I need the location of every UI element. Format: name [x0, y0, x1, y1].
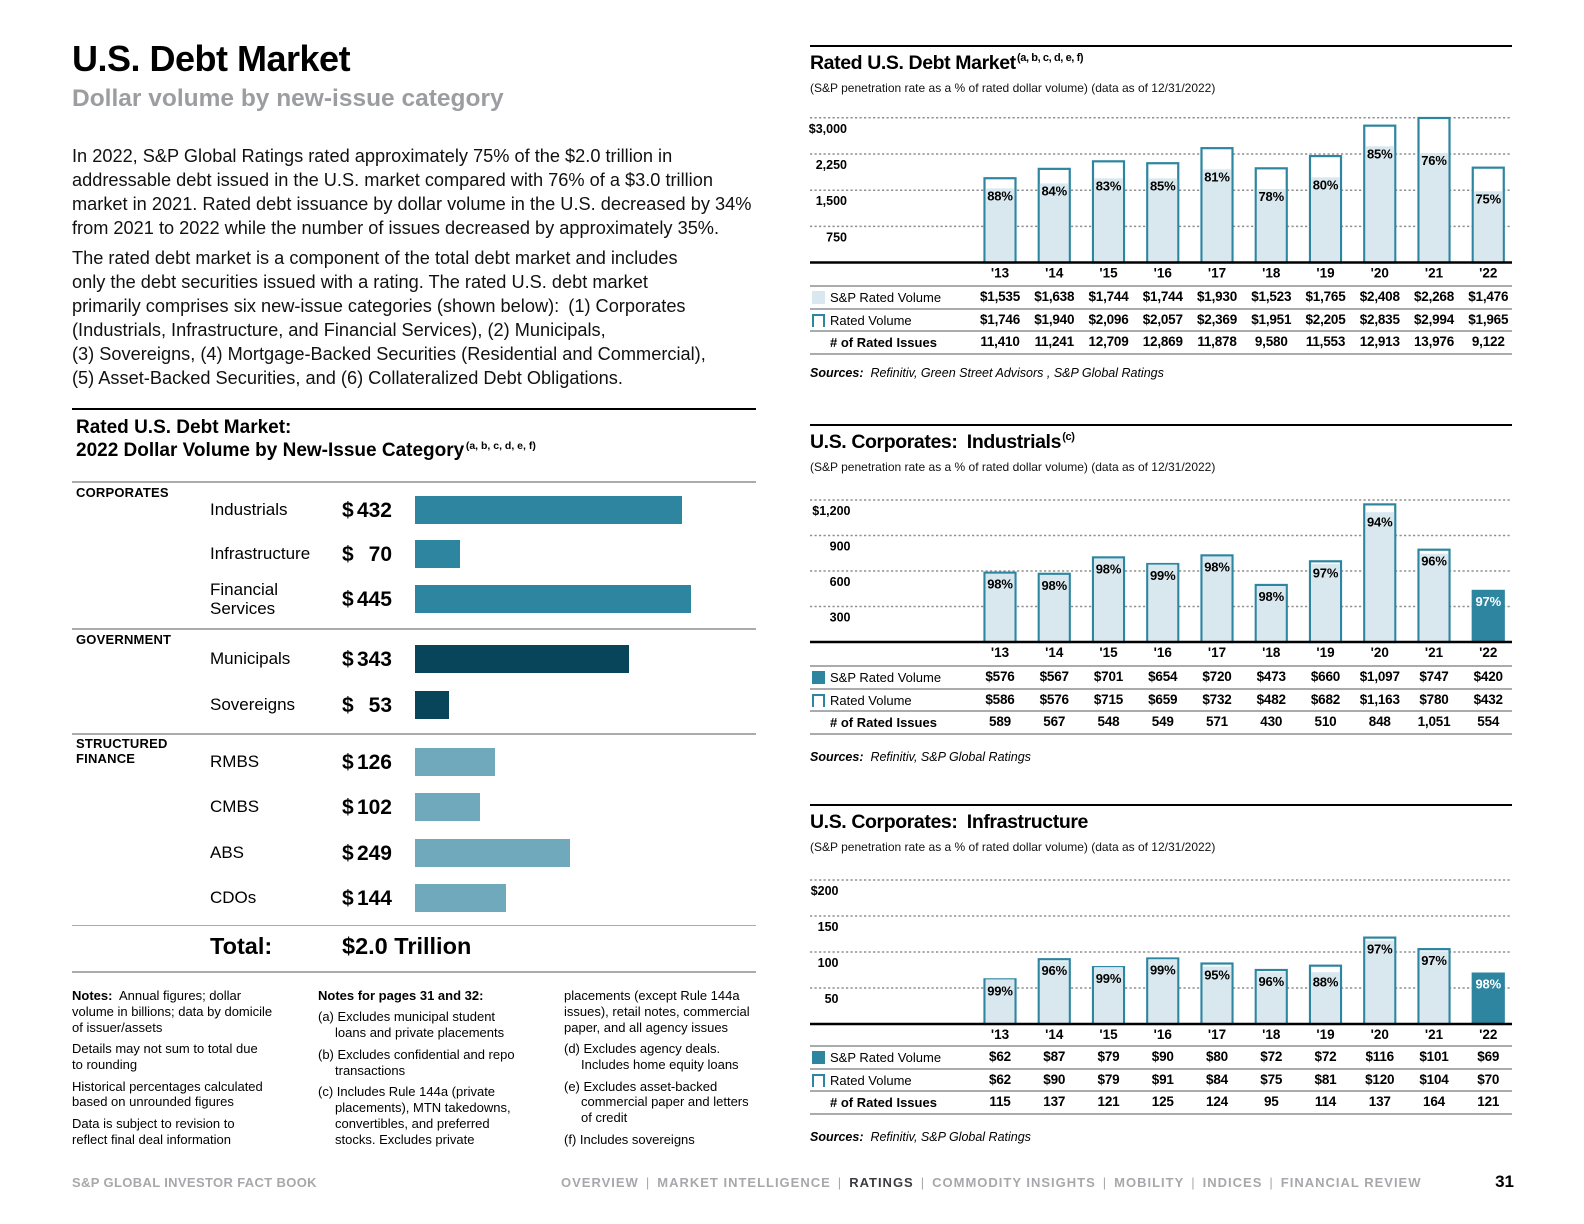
svg-text:'19: '19: [1316, 1027, 1334, 1042]
svg-text:80%: 80%: [1313, 177, 1339, 192]
svg-text:'19: '19: [1316, 266, 1334, 281]
svg-text:75%: 75%: [1476, 191, 1502, 206]
svg-text:99%: 99%: [1096, 971, 1122, 986]
svg-text:84%: 84%: [1042, 183, 1068, 198]
svg-text:96%: 96%: [1042, 963, 1068, 978]
svg-text:'13: '13: [991, 645, 1010, 660]
svg-text:98%: 98%: [1204, 559, 1230, 574]
svg-text:85%: 85%: [1367, 146, 1393, 161]
svg-text:'20: '20: [1371, 645, 1389, 660]
svg-text:'15: '15: [1099, 266, 1118, 281]
svg-text:78%: 78%: [1259, 189, 1285, 204]
svg-text:98%: 98%: [987, 577, 1013, 592]
svg-text:50: 50: [825, 992, 839, 1006]
svg-text:'16: '16: [1154, 266, 1173, 281]
svg-text:'18: '18: [1262, 1027, 1281, 1042]
svg-text:'22: '22: [1479, 266, 1497, 281]
svg-text:'22: '22: [1479, 645, 1497, 660]
svg-text:300: 300: [830, 611, 851, 625]
svg-text:98%: 98%: [1096, 561, 1122, 576]
svg-text:99%: 99%: [1150, 962, 1176, 977]
svg-text:97%: 97%: [1421, 953, 1447, 968]
svg-text:98%: 98%: [1259, 589, 1285, 604]
svg-text:$200: $200: [811, 884, 839, 898]
svg-text:'18: '18: [1262, 645, 1281, 660]
svg-text:'19: '19: [1316, 645, 1334, 660]
svg-text:600: 600: [830, 575, 851, 589]
svg-text:94%: 94%: [1367, 515, 1393, 530]
svg-text:1,500: 1,500: [816, 194, 847, 208]
svg-text:97%: 97%: [1367, 942, 1393, 957]
svg-text:99%: 99%: [1150, 568, 1176, 583]
svg-text:96%: 96%: [1259, 974, 1285, 989]
svg-text:96%: 96%: [1421, 554, 1447, 569]
svg-text:'20: '20: [1371, 266, 1389, 281]
svg-text:'14: '14: [1045, 645, 1064, 660]
svg-text:'16: '16: [1154, 1027, 1173, 1042]
svg-text:98%: 98%: [1042, 578, 1068, 593]
svg-text:'17: '17: [1208, 1027, 1226, 1042]
svg-text:900: 900: [830, 540, 851, 554]
svg-text:'15: '15: [1099, 645, 1118, 660]
svg-text:100: 100: [818, 956, 839, 970]
svg-text:'18: '18: [1262, 266, 1281, 281]
svg-text:'16: '16: [1154, 645, 1173, 660]
svg-text:'21: '21: [1425, 266, 1444, 281]
svg-text:'17: '17: [1208, 266, 1226, 281]
svg-text:750: 750: [826, 230, 847, 244]
svg-text:81%: 81%: [1204, 169, 1230, 184]
svg-text:'22: '22: [1479, 1027, 1497, 1042]
svg-text:'21: '21: [1425, 645, 1444, 660]
svg-text:'13: '13: [991, 1027, 1010, 1042]
svg-text:99%: 99%: [987, 983, 1013, 998]
svg-text:$3,000: $3,000: [809, 122, 847, 136]
svg-text:97%: 97%: [1313, 565, 1339, 580]
svg-text:97%: 97%: [1476, 594, 1502, 609]
svg-text:83%: 83%: [1096, 178, 1122, 193]
svg-text:'20: '20: [1371, 1027, 1389, 1042]
svg-text:98%: 98%: [1476, 977, 1502, 992]
svg-text:'14: '14: [1045, 1027, 1064, 1042]
svg-text:'13: '13: [991, 266, 1010, 281]
svg-text:$1,200: $1,200: [812, 504, 850, 518]
svg-text:'17: '17: [1208, 645, 1226, 660]
svg-text:2,250: 2,250: [816, 158, 847, 172]
svg-text:'15: '15: [1099, 1027, 1118, 1042]
svg-text:76%: 76%: [1421, 153, 1447, 168]
svg-text:'14: '14: [1045, 266, 1064, 281]
svg-text:88%: 88%: [1313, 975, 1339, 990]
svg-text:'21: '21: [1425, 1027, 1444, 1042]
svg-text:85%: 85%: [1150, 178, 1176, 193]
svg-text:150: 150: [818, 920, 839, 934]
svg-text:88%: 88%: [987, 188, 1013, 203]
svg-text:95%: 95%: [1204, 968, 1230, 983]
